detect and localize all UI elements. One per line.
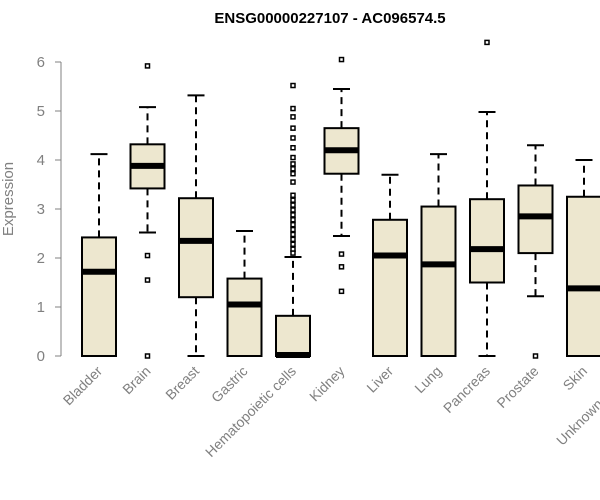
outlier-point xyxy=(290,105,296,112)
x-tick-label: Prostate xyxy=(493,363,541,411)
x-tick-label: Breast xyxy=(162,363,202,403)
x-tick-label: Liver xyxy=(363,363,396,396)
outlier-point xyxy=(290,217,296,223)
iqr-box xyxy=(226,277,263,357)
box-group-pancreas xyxy=(469,39,505,357)
outlier-point xyxy=(290,250,296,256)
y-tick-label: 1 xyxy=(37,299,45,316)
box-group-breast xyxy=(178,94,214,357)
y-ticks: 0 1 2 3 4 5 6 xyxy=(37,54,61,365)
x-tick-label: Brain xyxy=(119,363,153,397)
outlier-point xyxy=(290,197,296,203)
x-tick-label: Kidney xyxy=(306,363,348,405)
iqr-box xyxy=(420,205,457,357)
box-group-gastric xyxy=(226,230,263,357)
y-tick-label: 4 xyxy=(37,152,45,169)
outlier-point xyxy=(290,241,296,248)
outlier-point xyxy=(290,154,296,161)
outlier-point xyxy=(338,56,345,63)
outlier-point xyxy=(144,277,151,283)
box-group-hematopoietic-cells xyxy=(275,82,311,359)
outlier-point xyxy=(290,135,296,141)
outlier-point xyxy=(290,236,296,243)
x-tick-label: Bladder xyxy=(60,363,106,409)
box-group-skin xyxy=(566,159,600,357)
outlier-point xyxy=(290,161,296,167)
outlier-point xyxy=(532,353,539,359)
iqr-box xyxy=(469,198,505,284)
x-tick-label: Skin xyxy=(560,363,591,394)
y-tick-label: 2 xyxy=(37,250,45,267)
y-axis-label: Expression xyxy=(0,162,17,236)
outlier-point xyxy=(290,221,296,228)
outlier-point xyxy=(144,63,151,69)
iqr-box xyxy=(372,218,408,357)
box-group-prostate xyxy=(517,144,554,359)
y-tick-label: 3 xyxy=(37,201,45,218)
outlier-point xyxy=(290,192,296,199)
outlier-point xyxy=(290,226,296,233)
box-group-lung xyxy=(420,153,457,357)
y-tick-label: 5 xyxy=(37,103,45,120)
outlier-point xyxy=(290,179,296,185)
box-group-kidney xyxy=(323,56,360,295)
box-group-liver xyxy=(372,173,408,357)
outlier-point xyxy=(338,264,345,270)
iqr-box xyxy=(275,314,311,358)
boxes xyxy=(81,39,600,359)
y-tick-label: 0 xyxy=(37,348,45,365)
x-tick-label: Lung xyxy=(411,363,444,396)
outlier-point xyxy=(290,231,296,238)
chart-title: ENSG00000227107 - AC096574.5 xyxy=(214,10,445,27)
iqr-box xyxy=(178,197,214,299)
outlier-point xyxy=(290,207,296,213)
outlier-point xyxy=(290,202,296,208)
y-tick-label: 6 xyxy=(37,54,45,71)
outlier-point xyxy=(290,114,296,120)
outlier-point xyxy=(290,82,296,89)
x-tick-label: Gastric xyxy=(208,363,251,406)
outlier-point xyxy=(290,125,296,131)
iqr-box xyxy=(566,195,600,357)
outlier-point xyxy=(290,170,296,177)
outlier-point xyxy=(484,39,490,46)
iqr-box xyxy=(81,236,117,357)
outlier-point xyxy=(144,353,151,359)
box-group-brain xyxy=(129,63,166,359)
x-tick-label: Hematopoietic cells xyxy=(202,363,299,460)
outlier-point xyxy=(290,166,296,172)
box-group-bladder xyxy=(81,153,117,357)
outlier-point xyxy=(290,212,296,218)
outlier-point xyxy=(338,251,345,257)
outlier-point xyxy=(338,288,345,295)
outlier-point xyxy=(290,145,296,151)
outlier-point xyxy=(144,252,151,259)
x-tick-label: Pancreas xyxy=(440,363,493,416)
